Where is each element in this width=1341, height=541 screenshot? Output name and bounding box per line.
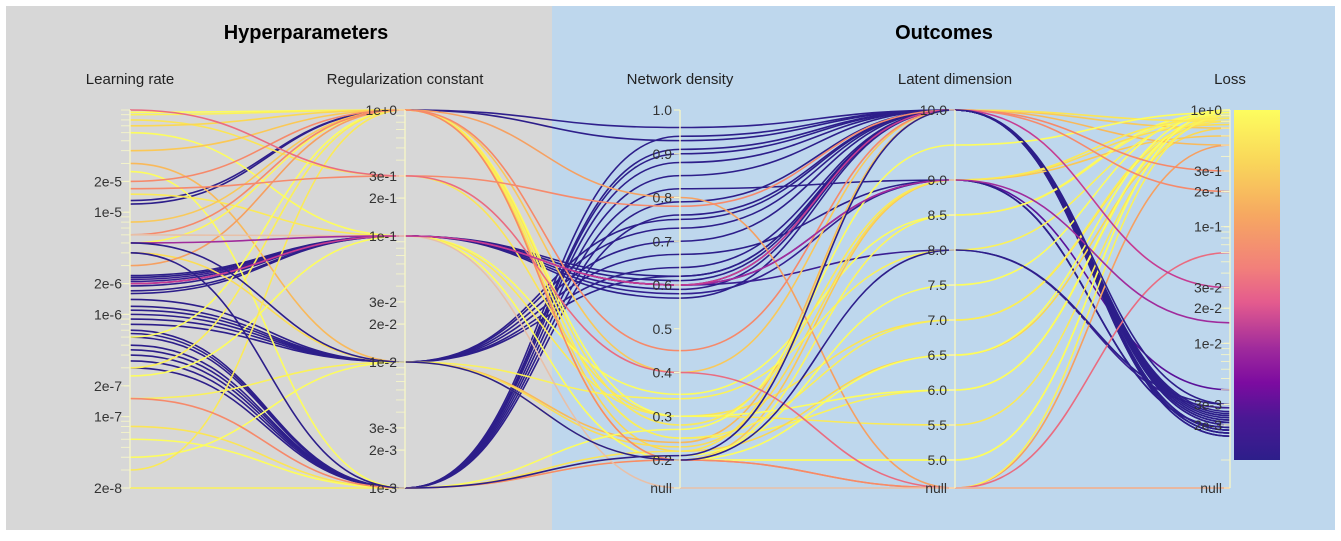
tick-label: 1e-3: [369, 480, 397, 496]
tick-label: 5.0: [928, 452, 948, 468]
tick-label: 7.5: [928, 277, 948, 293]
tick-label: 6.5: [928, 347, 948, 363]
series-line-43: [129, 111, 1231, 489]
tick-label: 0.3: [653, 408, 673, 424]
series-line-55: [129, 242, 1231, 461]
tick-label: 1e-2: [369, 354, 397, 370]
tick-label: 5.5: [928, 417, 948, 433]
axis-title-1: Learning rate: [86, 71, 174, 88]
tick-label: 3e-3: [369, 420, 397, 436]
tick-label: 2e-8: [94, 480, 122, 496]
series-line-36: [129, 123, 1231, 448]
tick-label: 1e-1: [1194, 219, 1222, 235]
tick-label: 0.5: [653, 321, 673, 337]
axis-title-4: Latent dimension: [898, 71, 1012, 88]
tick-label: 1e+0: [365, 102, 397, 118]
series-line-53: [129, 179, 1231, 324]
tick-label: 8.0: [928, 242, 948, 258]
tick-label: 3e-2: [369, 294, 397, 310]
tick-label: 0.6: [653, 277, 673, 293]
tick-label: 0.8: [653, 190, 673, 206]
axis-title-2: Regularization constant: [327, 71, 485, 88]
series-line-50: [129, 109, 1231, 208]
series-line-41: [129, 114, 1231, 400]
tick-label: 2e-6: [94, 276, 122, 292]
tick-label: 2e-7: [94, 378, 122, 394]
tick-label: 2e-3: [369, 442, 397, 458]
tick-label: 2e-2: [369, 316, 397, 332]
tick-label: 9.0: [928, 172, 948, 188]
hyperparameters-panel: [6, 6, 552, 530]
tick-label: 7.0: [928, 312, 948, 328]
series-line-56: [129, 109, 1231, 489]
axes-layer: Learning rate 2e-5 1e-5 2e-6 1e-6 2e-7 1e-7 2e-…: [86, 71, 1246, 496]
axis-title-3: Network density: [627, 71, 734, 88]
tick-label: 2e-1: [1194, 184, 1222, 200]
tick-label: 2e-5: [94, 173, 122, 189]
tick-label: 1e-6: [94, 306, 122, 322]
tick-label: 10.0: [920, 102, 947, 118]
series-line-38: [129, 109, 1231, 418]
tick-label: 0.4: [653, 365, 673, 381]
tick-label: 1e-5: [94, 204, 122, 220]
tick-label: 8.5: [928, 207, 948, 223]
tick-label: 2e-1: [369, 190, 397, 206]
tick-label: null: [650, 480, 672, 496]
tick-label: 3e-1: [369, 168, 397, 184]
group-title-outcomes: Outcomes: [895, 22, 993, 44]
tick-label: 3e-2: [1194, 280, 1222, 296]
tick-label: 0.2: [653, 452, 673, 468]
tick-label: 1e-1: [369, 228, 397, 244]
group-title-hyperparameters: Hyperparameters: [224, 22, 389, 44]
tick-label: 3e-1: [1194, 163, 1222, 179]
series-line-46: [129, 109, 1231, 471]
tick-label: 1e-7: [94, 409, 122, 425]
tick-label: 0.9: [653, 146, 673, 162]
tick-label: 3e-3: [1194, 396, 1222, 412]
axis-title-5: Loss: [1214, 71, 1246, 88]
series-line-39: [129, 109, 1231, 439]
tick-label: null: [925, 480, 947, 496]
tick-label: null: [1200, 480, 1222, 496]
tick-label: 2e-3: [1194, 417, 1222, 433]
series-line-54: [129, 109, 1231, 289]
tick-label: 2e-2: [1194, 300, 1222, 316]
series-line-52: [129, 234, 1230, 489]
loss-colorbar: [1234, 110, 1280, 460]
tick-label: 1e-2: [1194, 335, 1222, 351]
series-line-42: [129, 109, 1231, 489]
tick-label: 0.7: [653, 233, 673, 249]
tick-label: 1e+0: [1190, 102, 1222, 118]
series-line-37: [129, 109, 1231, 489]
tick-label: 6.0: [928, 382, 948, 398]
tick-label: 1.0: [653, 102, 673, 118]
